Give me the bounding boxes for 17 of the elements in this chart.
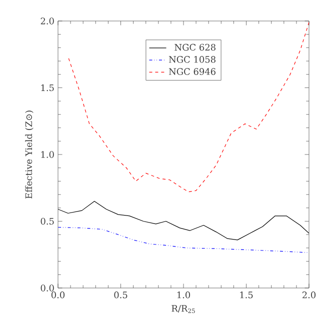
y-tick-label: 1.0 [41,151,54,158]
y-tick-label: 2.0 [40,18,54,24]
y-tick-label: 0.5 [40,218,54,225]
line-series [58,200,310,240]
legend-label: NGC 628 [174,44,216,51]
y-tick-label: 1.5 [41,84,54,92]
y-axis-title: Effective Yield (Z⊙) [25,110,34,199]
x-tick-label: 1.5 [240,292,253,298]
x-tick-label: 0.0 [51,292,65,298]
x-tick-label: 1.0 [177,292,190,298]
x-axis-title: R/R$_{25}$ [172,305,195,314]
x-tick-label: 2.0 [302,292,316,298]
x-tick-label: 0.5 [114,292,128,298]
legend-label: NGC 1058 [168,56,216,63]
legend-label: NGC 6946 [168,68,216,75]
y-tick-label: 0.0 [40,284,54,292]
line-series [68,22,310,192]
